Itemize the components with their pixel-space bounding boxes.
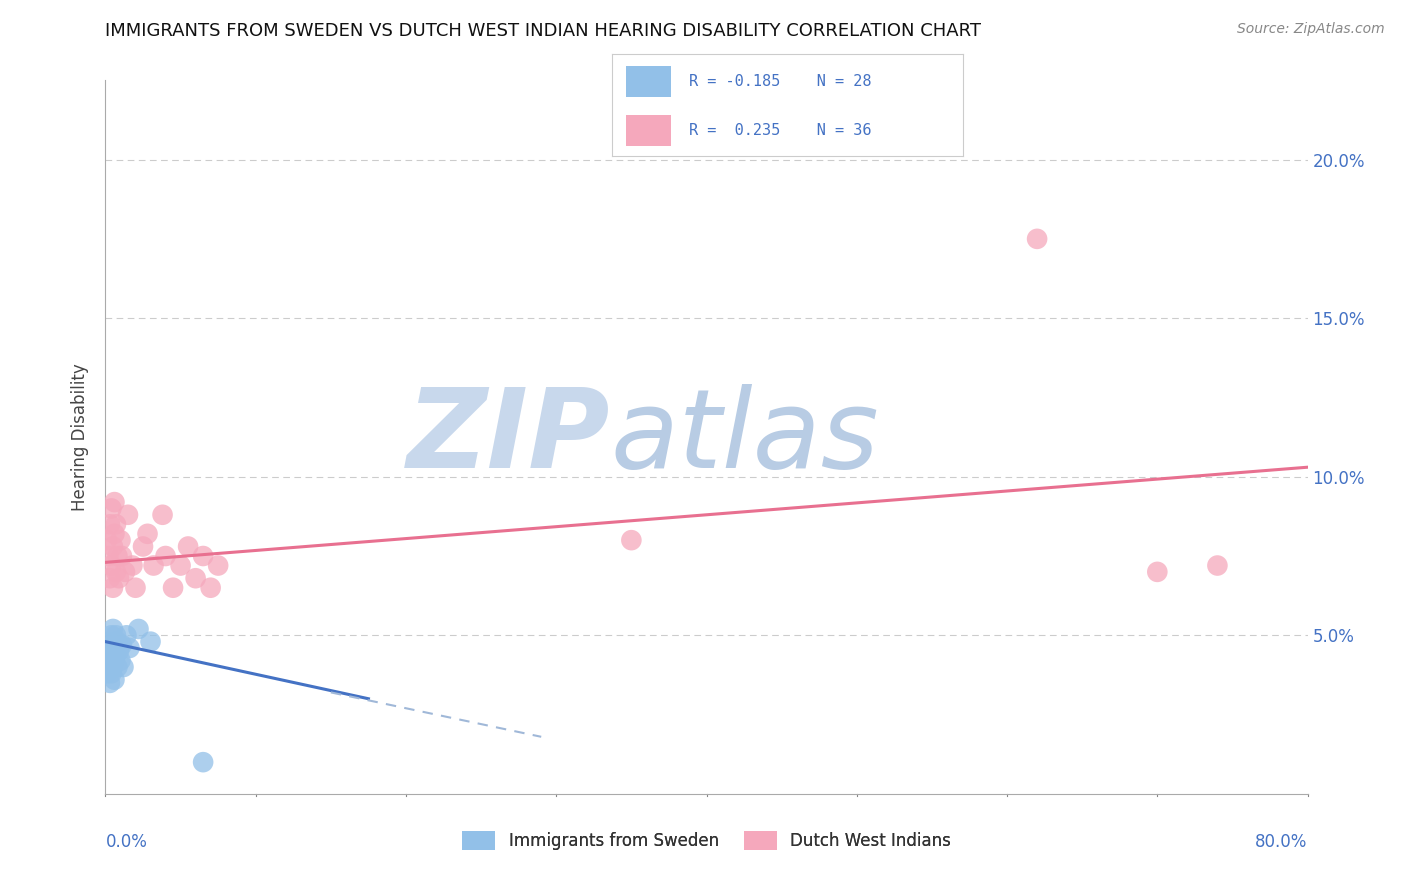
Point <box>112 660 135 674</box>
Point <box>98 517 121 532</box>
Point <box>97 654 120 668</box>
FancyBboxPatch shape <box>626 115 672 145</box>
Point <box>1206 558 1229 573</box>
Point <box>103 673 125 687</box>
Point <box>152 508 174 522</box>
Point <box>98 650 121 665</box>
Point <box>1146 565 1168 579</box>
Point <box>98 640 121 655</box>
Point <box>207 558 229 573</box>
Point <box>100 628 122 642</box>
Point <box>100 501 122 516</box>
Point <box>103 634 125 648</box>
Text: R = -0.185    N = 28: R = -0.185 N = 28 <box>689 74 872 88</box>
Point <box>142 558 165 573</box>
Point <box>128 622 150 636</box>
Point <box>108 644 131 658</box>
Point <box>111 549 134 563</box>
Text: Source: ZipAtlas.com: Source: ZipAtlas.com <box>1237 22 1385 37</box>
Point <box>96 533 118 548</box>
Point <box>100 558 122 573</box>
Point <box>136 526 159 541</box>
Text: IMMIGRANTS FROM SWEDEN VS DUTCH WEST INDIAN HEARING DISABILITY CORRELATION CHART: IMMIGRANTS FROM SWEDEN VS DUTCH WEST IND… <box>105 22 981 40</box>
Point <box>184 571 207 585</box>
Point <box>117 508 139 522</box>
Point <box>118 640 141 655</box>
Point <box>101 622 124 636</box>
Point <box>101 581 124 595</box>
Point <box>191 549 214 563</box>
Point <box>155 549 177 563</box>
Point <box>108 571 131 585</box>
Y-axis label: Hearing Disability: Hearing Disability <box>72 363 90 511</box>
Point <box>104 648 127 662</box>
Point <box>96 666 118 681</box>
Point <box>110 654 132 668</box>
Point <box>111 638 134 652</box>
Point <box>191 755 214 769</box>
Point <box>115 628 138 642</box>
Text: atlas: atlas <box>610 384 879 491</box>
Text: ZIP: ZIP <box>406 384 610 491</box>
Text: R =  0.235    N = 36: R = 0.235 N = 36 <box>689 123 872 138</box>
Point <box>103 495 125 509</box>
Point <box>101 540 124 554</box>
Point <box>107 660 129 674</box>
Text: 0.0%: 0.0% <box>105 833 148 851</box>
Point <box>97 660 120 674</box>
Point <box>101 660 124 674</box>
Point <box>169 558 191 573</box>
Point <box>100 666 122 681</box>
Point <box>200 581 222 595</box>
Point <box>104 565 127 579</box>
Point <box>98 676 121 690</box>
Point <box>104 517 127 532</box>
Point <box>100 648 122 662</box>
Point <box>1026 232 1049 246</box>
Point <box>139 634 162 648</box>
Point <box>121 558 143 573</box>
Point <box>620 533 643 548</box>
Point <box>97 549 120 563</box>
Point <box>107 549 129 563</box>
Point <box>104 628 127 642</box>
Point <box>162 581 184 595</box>
Point <box>98 571 121 585</box>
Text: 80.0%: 80.0% <box>1256 833 1308 851</box>
Legend: Immigrants from Sweden, Dutch West Indians: Immigrants from Sweden, Dutch West India… <box>456 824 957 857</box>
Point <box>101 640 124 655</box>
Point <box>114 565 136 579</box>
Point <box>132 540 155 554</box>
Point <box>110 533 132 548</box>
FancyBboxPatch shape <box>626 66 672 96</box>
Point <box>103 654 125 668</box>
Point <box>124 581 146 595</box>
Point <box>177 540 200 554</box>
Point <box>107 634 129 648</box>
Point <box>103 526 125 541</box>
